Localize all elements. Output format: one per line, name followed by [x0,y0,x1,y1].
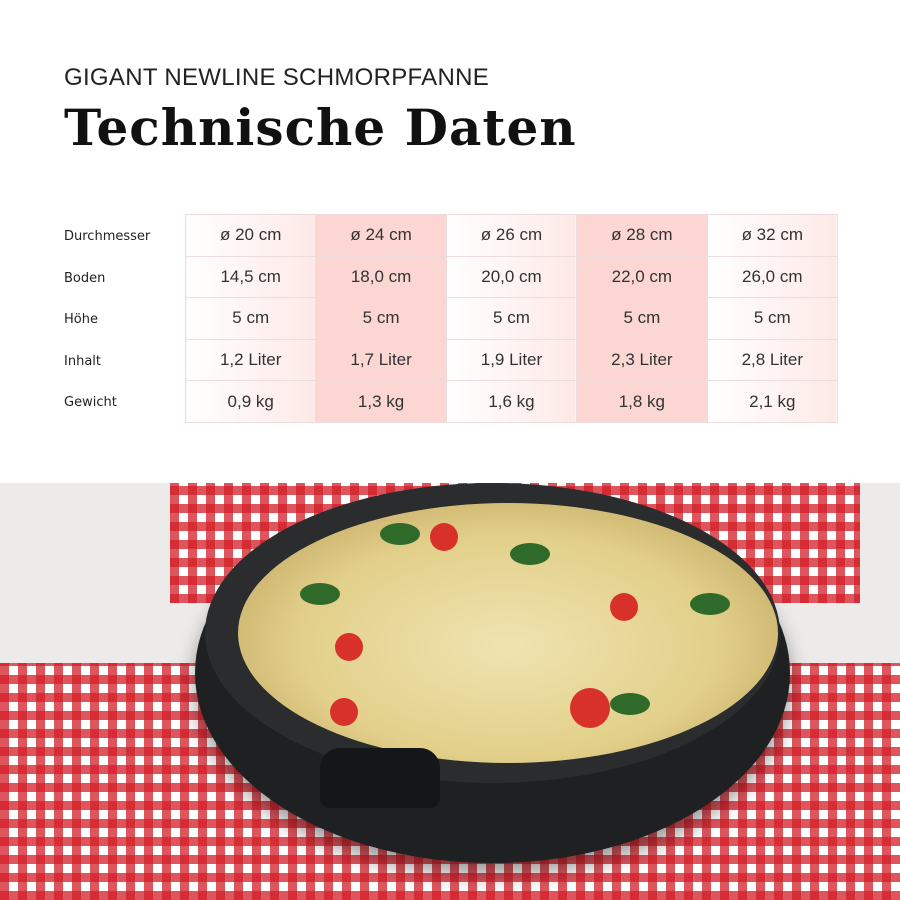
table-cell: ø 24 cm [315,214,447,257]
table-cell: 26,0 cm [706,255,839,299]
row-label: Durchmesser [64,229,151,244]
arugula [510,543,550,565]
table-cell: 2,3 Liter [576,338,708,382]
table-cell: 1,9 Liter [445,338,578,382]
table-cell: 1,3 kg [315,380,447,423]
table-cell: 22,0 cm [576,255,708,299]
arugula [690,593,730,615]
table-cell: 0,9 kg [184,380,317,423]
row-label: Boden [64,270,106,286]
row-label: Inhalt [64,353,101,369]
table-cell: ø 32 cm [706,214,839,257]
table-cell: 5 cm [576,297,708,340]
table-row: 1,2 Liter 1,7 Liter 1,9 Liter 2,3 Liter 2,8 … [184,338,839,382]
table-row: 0,9 kg 1,3 kg 1,6 kg 1,8 kg 2,1 kg [184,380,839,423]
tomato [610,593,638,621]
product-photo [0,483,900,900]
table-cell: 20,0 cm [445,255,578,299]
tomato [330,698,358,726]
spec-table: ø 20 cm ø 24 cm ø 26 cm ø 28 cm ø 32 cm 14,5 … [184,214,839,423]
arugula [380,523,420,545]
table-cell: 1,6 kg [445,380,578,423]
table-row: 14,5 cm 18,0 cm 20,0 cm 22,0 cm 26,0 cm [184,255,839,299]
table-row: ø 20 cm ø 24 cm ø 26 cm ø 28 cm ø 32 cm [184,214,839,257]
table-cell: 5 cm [445,297,578,340]
table-cell: 1,8 kg [576,380,708,423]
row-label: Höhe [64,312,98,328]
product-subtitle: GIGANT NEWLINE SCHMORPFANNE [64,64,490,91]
table-cell: 5 cm [706,297,839,340]
table-cell: 5 cm [184,297,317,340]
table-cell: ø 26 cm [445,214,578,257]
row-label: Gewicht [64,395,117,411]
pan-handle [320,748,440,808]
table-cell: 2,8 Liter [706,338,839,382]
tomato [335,633,363,661]
table-cell: 5 cm [315,297,447,340]
tomato [430,523,458,551]
tomato [570,688,610,728]
row-labels: Durchmesser Boden Höhe Inhalt Gewicht [64,214,150,422]
table-cell: 1,2 Liter [184,338,317,382]
table-cell: 14,5 cm [184,255,317,299]
table-cell: ø 28 cm [576,214,708,257]
table-cell: 2,1 kg [706,380,839,423]
pasta [238,503,778,763]
arugula [300,583,340,605]
page-title: Technische Daten [64,98,577,157]
table-cell: ø 20 cm [184,214,317,257]
table-cell: 18,0 cm [315,255,447,299]
arugula [610,693,650,715]
table-row: 5 cm 5 cm 5 cm 5 cm 5 cm [184,297,839,340]
table-cell: 1,7 Liter [315,338,447,382]
